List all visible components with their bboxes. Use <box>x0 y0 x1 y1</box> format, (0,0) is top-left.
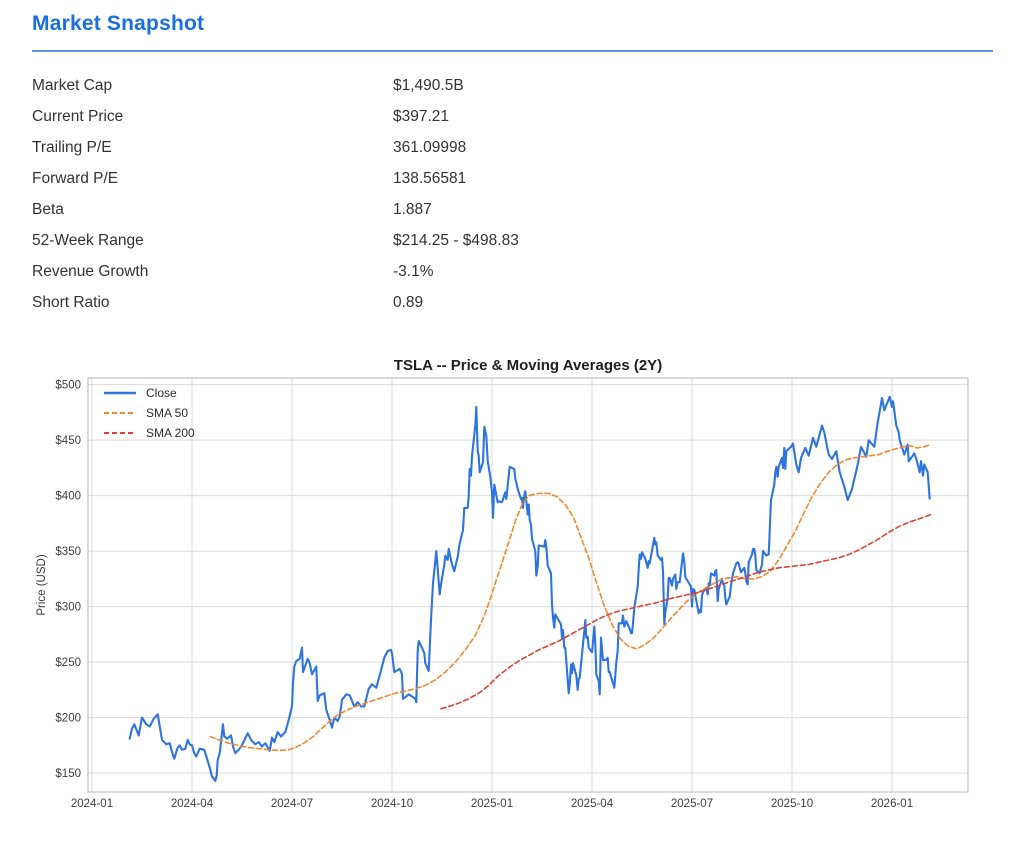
y-tick-label: $150 <box>55 768 81 780</box>
metric-value: $397.21 <box>393 108 450 125</box>
metric-label: Forward P/E <box>32 170 119 187</box>
metric-row: Current Price $397.21 <box>32 101 993 132</box>
x-tick-label: 2025-07 <box>671 798 713 810</box>
metric-value: $1,490.5B <box>393 77 464 94</box>
legend-label: SMA 50 <box>146 406 188 420</box>
x-tick-label: 2026-01 <box>871 798 913 810</box>
chart-title: TSLA -- Price & Moving Averages (2Y) <box>394 357 662 374</box>
x-tick-label: 2025-04 <box>571 798 614 810</box>
metric-label: Trailing P/E <box>32 139 112 156</box>
x-tick-label: 2024-01 <box>71 798 113 810</box>
y-axis-label: Price (USD) <box>36 554 48 616</box>
metric-row: Trailing P/E 361.09998 <box>32 132 993 163</box>
price-chart: $150 $200 $250 $300 $350 $400 $450 $500 2024-01 2… <box>36 357 969 810</box>
x-tick-label: 2024-07 <box>271 798 313 810</box>
y-tick-label: $450 <box>55 435 81 447</box>
metric-label: 52-Week Range <box>32 232 144 249</box>
legend-label: SMA 200 <box>146 426 195 440</box>
series-sma-200 <box>440 513 932 710</box>
x-tick-label: 2024-04 <box>171 798 214 810</box>
metric-label: Revenue Growth <box>32 263 149 280</box>
y-tick-label: $300 <box>55 602 81 614</box>
x-tick-label: 2025-01 <box>471 798 513 810</box>
metric-label: Beta <box>32 201 64 218</box>
metric-label: Short Ratio <box>32 294 110 311</box>
metric-row: 52-Week Range $214.25 - $498.83 <box>32 225 993 256</box>
metric-value: -3.1% <box>393 263 434 280</box>
series-sma-50 <box>209 443 932 752</box>
metric-value: 0.89 <box>393 294 424 311</box>
series-close <box>128 395 931 782</box>
metric-row: Revenue Growth -3.1% <box>32 256 993 287</box>
metric-label: Current Price <box>32 108 124 125</box>
y-tick-label: $400 <box>55 491 81 503</box>
metrics-table: Market Cap $1,490.5B Current Price $397.21 T… <box>32 70 993 318</box>
y-tick-label: $200 <box>55 713 81 725</box>
x-tick-label: 2024-10 <box>371 798 413 810</box>
title-divider <box>32 50 993 52</box>
plot-area <box>88 378 968 792</box>
metric-label: Market Cap <box>32 77 113 94</box>
plot-border <box>87 377 969 793</box>
y-tick-label: $350 <box>55 546 81 558</box>
metric-value: 1.887 <box>393 201 432 218</box>
page-title: Market Snapshot <box>32 12 205 35</box>
metric-row: Market Cap $1,490.5B <box>32 70 993 101</box>
x-tick-label: 2025-10 <box>771 798 813 810</box>
y-tick-label: $250 <box>55 657 81 669</box>
metric-value: $214.25 - $498.83 <box>393 232 519 249</box>
metric-row: Short Ratio 0.89 <box>32 287 993 318</box>
metric-value: 361.09998 <box>393 139 467 156</box>
metric-value: 138.56581 <box>393 170 467 187</box>
metric-row: Forward P/E 138.56581 <box>32 163 993 194</box>
legend-label: Close <box>146 386 177 400</box>
metric-row: Beta 1.887 <box>32 194 993 225</box>
y-tick-label: $500 <box>55 380 81 392</box>
